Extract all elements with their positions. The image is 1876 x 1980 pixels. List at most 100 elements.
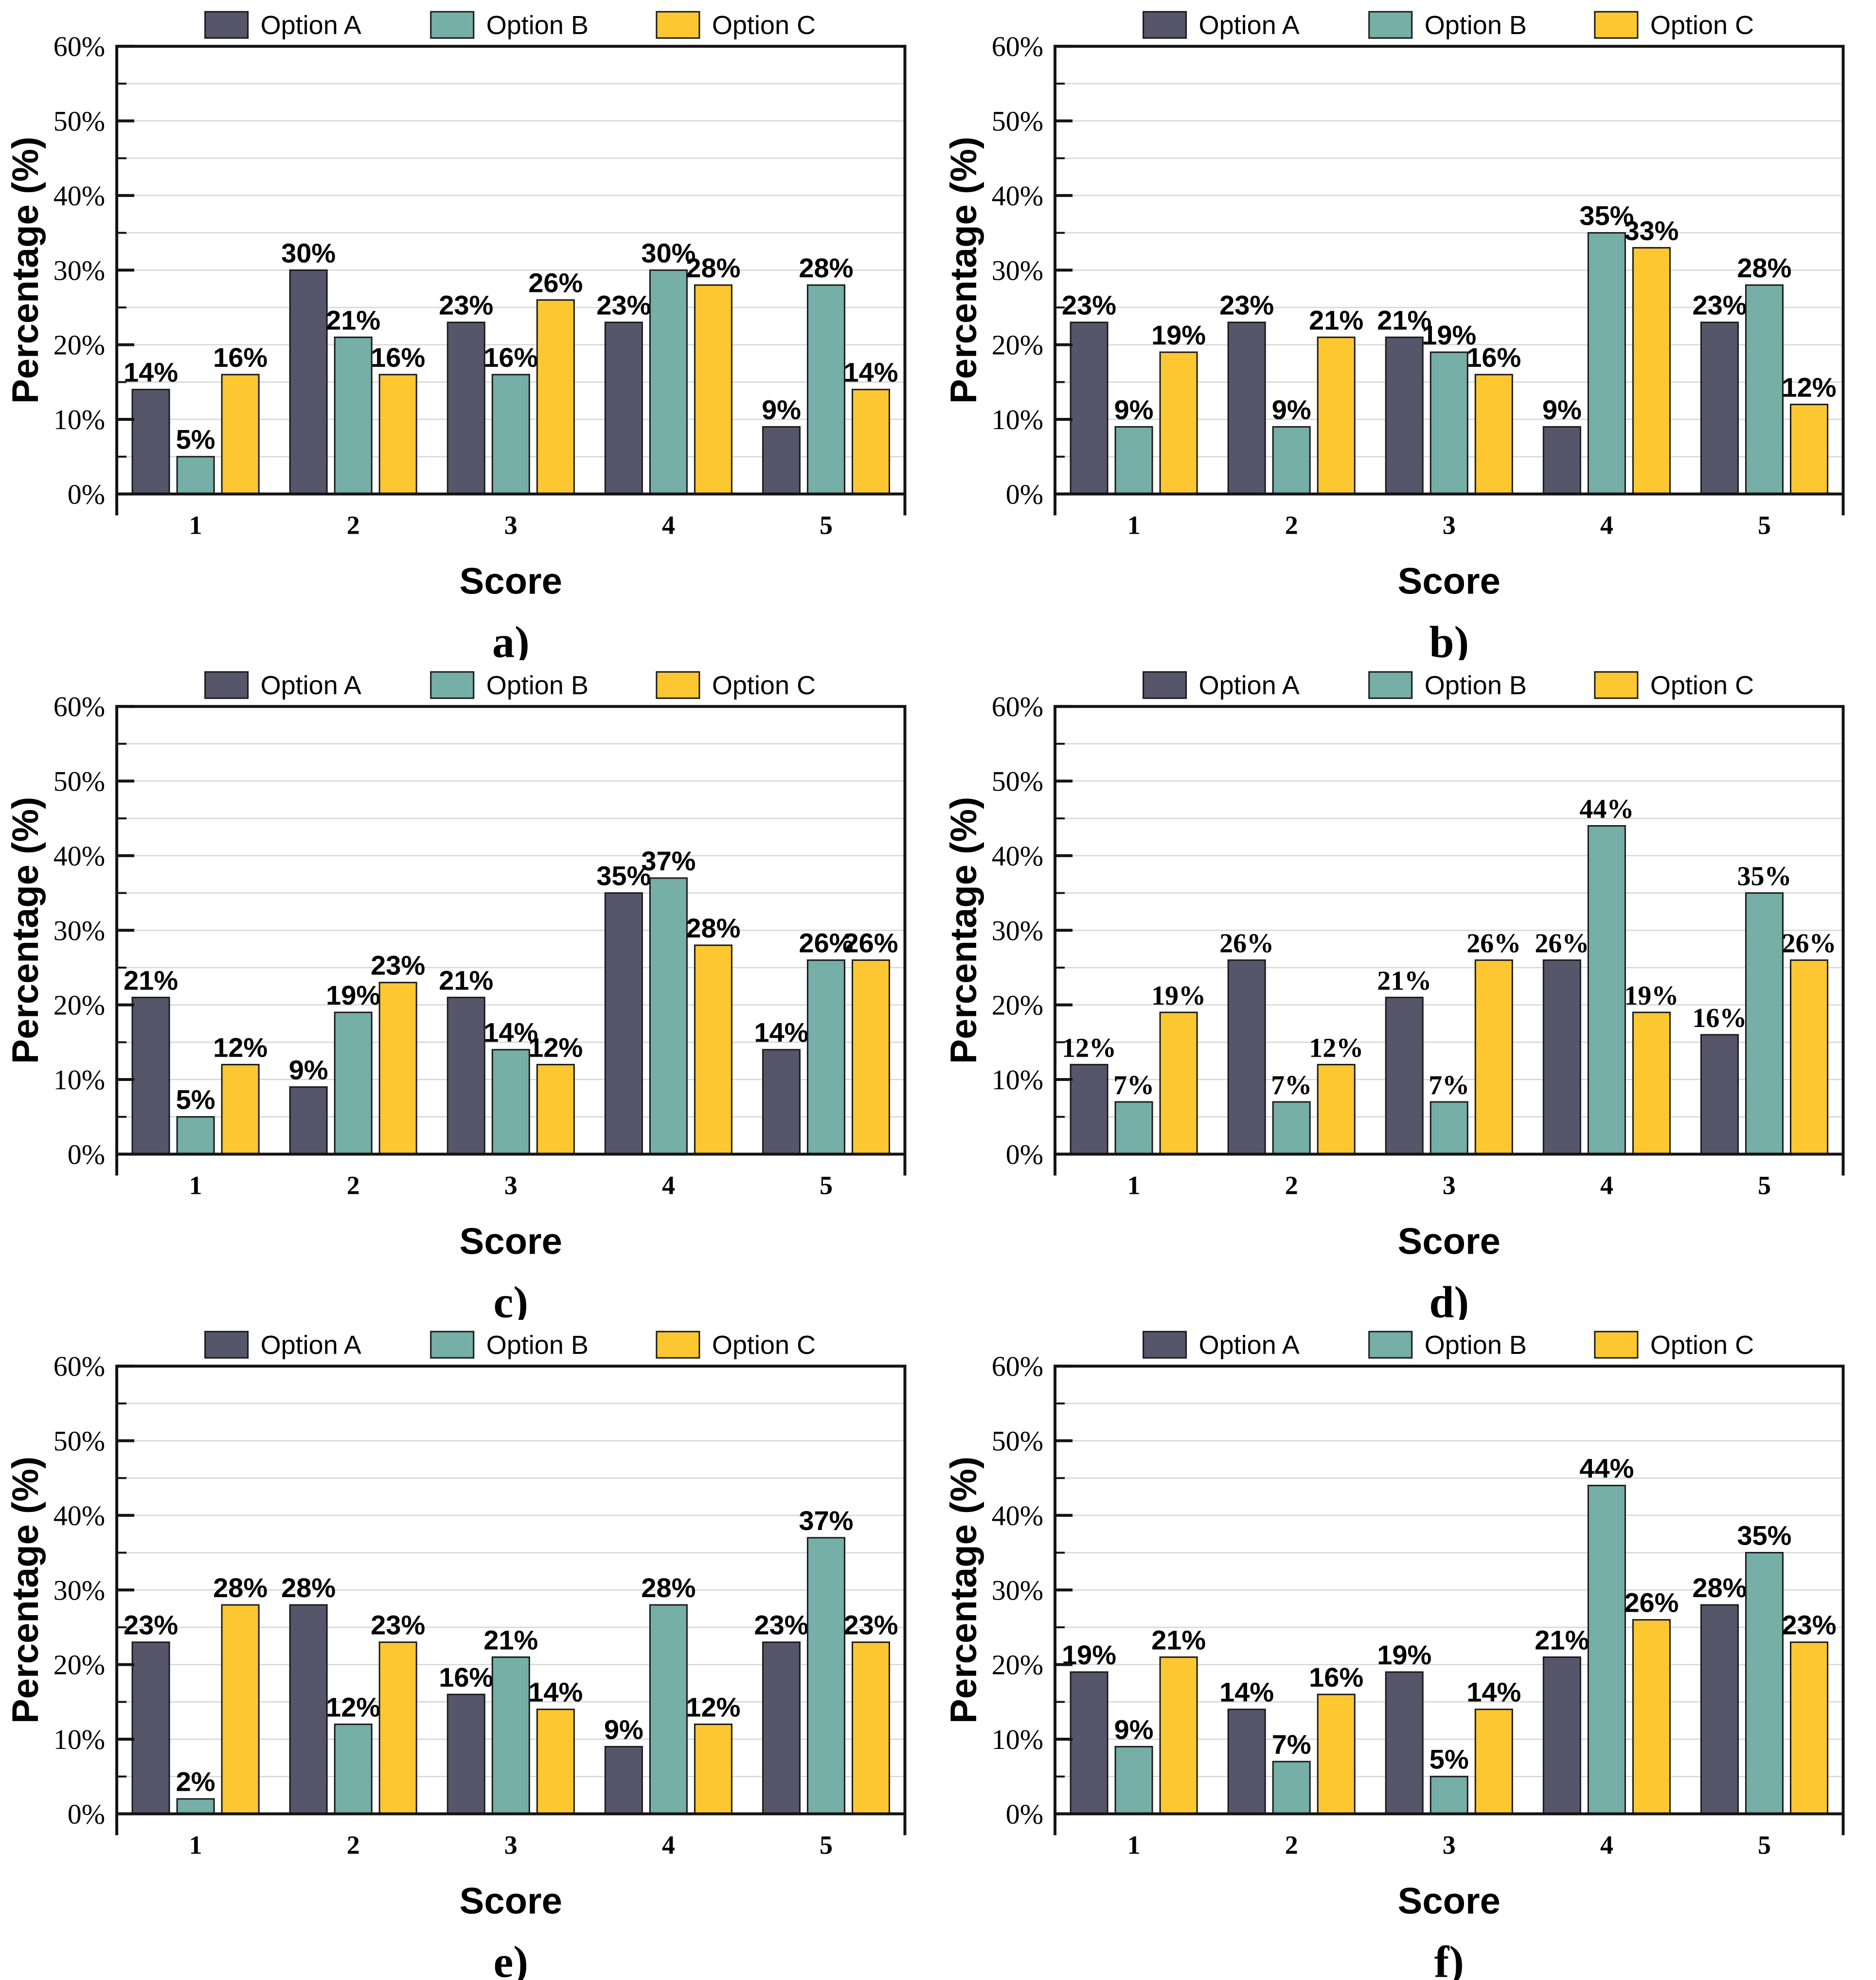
bar-option-a-score-3 [447, 996, 485, 1155]
chart-panel-a: 14% 30% 23% 23% 9% 5% 21% 16% 30% 28% 16% 16% 26% 28%… [0, 0, 938, 660]
y-tick-label: 40% [991, 840, 1043, 872]
bar-option-a-score-3 [447, 322, 485, 495]
x-tick-label-2: 2 [1285, 510, 1298, 540]
legend-swatch-option-a [204, 11, 249, 39]
y-tick-label: 40% [54, 180, 105, 212]
legend-swatch-option-b [1368, 671, 1412, 699]
bar-option-c-score-1 [221, 374, 260, 495]
bar-value-label: 21% [439, 965, 493, 995]
x-axis: 1 2 3 4 5 [1127, 1831, 1770, 1860]
bar-option-a-score-3 [1385, 996, 1424, 1155]
bar-option-a-score-4 [604, 892, 643, 1155]
x-axis-title: Score [1397, 1881, 1500, 1922]
bar-option-b-score-1 [1114, 426, 1153, 495]
bar-value-label: 9% [604, 1714, 643, 1745]
y-tick-label: 0% [68, 1138, 105, 1170]
bar-value-label: 9% [289, 1054, 328, 1085]
x-tick-label-5: 5 [820, 510, 833, 540]
x-tick-label-4: 4 [1600, 510, 1613, 540]
y-tick-label: 60% [991, 1351, 1043, 1383]
legend-label-option-a: Option A [1198, 671, 1299, 700]
bar-option-c-score-3 [536, 1063, 575, 1155]
y-tick-label: 0% [1005, 1799, 1043, 1830]
bar-value-label: 12% [528, 1032, 583, 1062]
x-axis-title: Score [460, 1881, 562, 1922]
x-tick-label-5: 5 [820, 1170, 833, 1200]
y-tick-label: 10% [991, 1724, 1043, 1755]
bar-value-label: 23% [754, 1610, 808, 1640]
bar-option-b-score-5 [806, 284, 845, 495]
legend-label-option-a: Option A [261, 1331, 361, 1360]
bar-value-label: 5% [176, 1084, 215, 1115]
legend-label-option-c: Option C [712, 11, 816, 40]
bar-option-a-score-2 [289, 1604, 328, 1815]
bar-option-b-score-5 [1745, 892, 1784, 1155]
bar-value-label: 23% [1062, 290, 1116, 321]
y-tick-label: 40% [54, 1500, 105, 1531]
bar-chart-c: 21% 9% 21% 35% 14% 5% 19% 14% 37% 26% 12% 23% 12% 28%… [5, 671, 907, 1320]
x-tick-label-4: 4 [662, 510, 675, 540]
bar-option-c-score-4 [694, 944, 733, 1155]
bar-value-label: 12% [213, 1032, 268, 1062]
bar-value-label: 9% [1542, 394, 1581, 425]
bar-option-c-score-2 [378, 374, 417, 495]
bar-option-c-score-1 [1159, 1011, 1198, 1155]
bar-option-b-score-3 [1429, 1101, 1468, 1155]
y-tick-label: 60% [54, 31, 105, 62]
bar-option-a-score-5 [1700, 1034, 1739, 1155]
bar-option-a-score-1 [131, 996, 170, 1155]
y-tick-label: 50% [991, 106, 1043, 137]
x-tick-label-2: 2 [347, 1170, 360, 1200]
bar-option-c-score-4 [694, 284, 733, 495]
x-axis: 1 2 3 4 5 [189, 1170, 833, 1200]
bar-value-label: 23% [439, 290, 493, 321]
x-tick-label-1: 1 [1127, 510, 1140, 540]
bar-option-c-score-2 [1317, 336, 1356, 495]
x-tick-label-2: 2 [347, 510, 360, 540]
bar-value-label: 5% [176, 424, 215, 455]
bar-value-label: 16% [213, 342, 268, 373]
legend-swatch-option-c [1593, 1331, 1638, 1359]
y-tick-label: 40% [991, 180, 1043, 212]
x-tick-label-1: 1 [189, 1170, 202, 1200]
legend-swatch-option-c [1593, 671, 1638, 699]
y-tick-label: 50% [991, 765, 1043, 797]
y-tick-label: 10% [991, 404, 1043, 435]
y-tick-label: 50% [54, 1425, 105, 1457]
legend-swatch-option-c [656, 671, 700, 699]
bar-value-label: 16% [371, 342, 425, 373]
chart-panel-c: 21% 9% 21% 35% 14% 5% 19% 14% 37% 26% 12% 23% 12% 28%… [0, 660, 938, 1320]
bar-value-label: 16% [483, 342, 538, 373]
x-tick-label-3: 3 [504, 1831, 518, 1860]
bar-value-label: 14% [124, 357, 178, 388]
bar-value-label: 44% [1579, 794, 1634, 824]
bar-chart-f: 19%14%19% 21%28%9% 7% 5%44%35%21%16% 14%26%2… [943, 1331, 1844, 1980]
x-tick-label-3: 3 [1442, 510, 1455, 540]
y-tick-label: 20% [991, 329, 1043, 361]
bar-option-c-score-2 [378, 1641, 417, 1815]
y-tick-label: 0% [1005, 1138, 1043, 1170]
chart-panel-f: 19% 14% 19% 21% 28% 9% 7% 5% 44% 35% 21% 16% 14% 26% 2… [938, 1320, 1876, 1980]
y-tick-label: 20% [991, 989, 1043, 1021]
bar-option-b-score-2 [334, 336, 373, 495]
legend-label-option-b: Option B [486, 671, 589, 700]
bar-option-a-score-5 [762, 1641, 801, 1815]
bar-option-c-score-2 [378, 981, 417, 1155]
bar-value-label: 30% [641, 237, 696, 268]
y-tick-label: 20% [54, 989, 105, 1021]
bar-value-label: 30% [281, 237, 336, 268]
bar-option-a-score-5 [762, 426, 801, 495]
y-axis: 0% 10% 20% 30% 40% 50% 60% [54, 1351, 135, 1830]
bar-option-a-score-2 [289, 269, 328, 495]
bar-value-label: 26% [1219, 928, 1274, 958]
y-axis-title: Percentage (%) [5, 1457, 46, 1724]
bar-value-label: 21% [124, 965, 178, 995]
legend-swatch-option-b [430, 671, 475, 699]
bar-value-label: 23% [1782, 1610, 1836, 1640]
panel-letter: a) [492, 617, 530, 660]
bar-value-label: 23% [371, 950, 425, 980]
y-tick-label: 30% [54, 915, 105, 946]
bar-option-c-score-5 [1789, 959, 1828, 1155]
bar-option-a-score-3 [1385, 336, 1424, 495]
x-tick-label-2: 2 [1285, 1170, 1298, 1200]
